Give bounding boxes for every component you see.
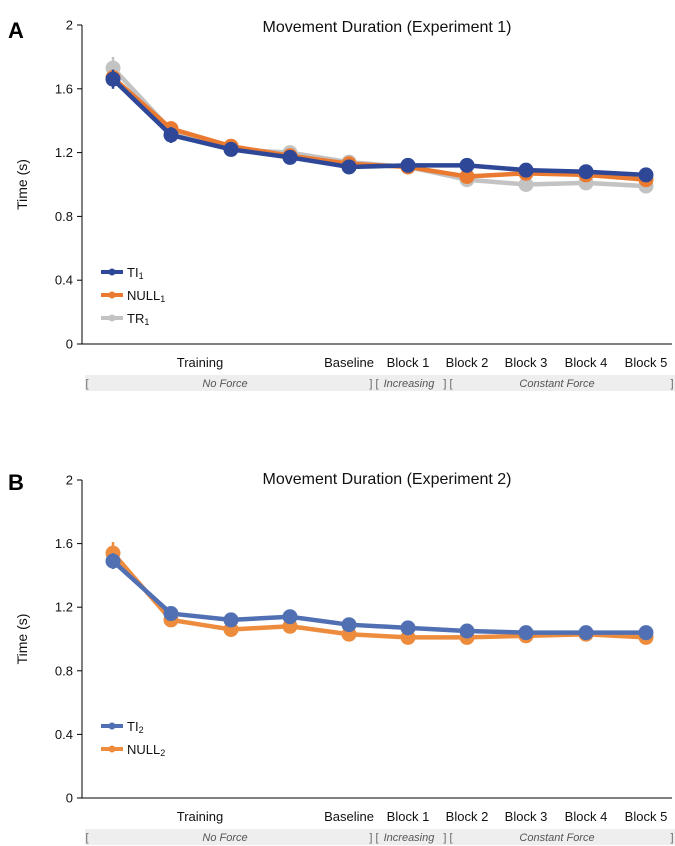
legend-item: TI2 <box>101 719 144 735</box>
y-tick-label: 1.2 <box>55 145 73 160</box>
x-tick-label: Block 2 <box>446 809 489 824</box>
data-point <box>282 609 298 625</box>
condition-constant-force: Constant Force <box>519 378 594 390</box>
chart-title: Movement Duration (Experiment 2) <box>263 471 512 488</box>
x-tick-label: Block 1 <box>387 355 430 370</box>
bracket-separator-2: ] [ <box>443 378 452 390</box>
data-point <box>400 157 416 173</box>
x-tick-label: Block 4 <box>565 355 608 370</box>
chart-panel-b: B Movement Duration (Experiment 2) 0 0.4 0.8… <box>8 470 675 845</box>
condition-no-force: No Force <box>202 378 247 390</box>
legend-label: TI2 <box>127 719 144 735</box>
legend-item: NULL2 <box>101 742 165 758</box>
data-point <box>518 162 534 178</box>
condition-constant-force: Constant Force <box>519 832 594 844</box>
legend-swatch-marker <box>108 291 116 299</box>
panel-label: A <box>8 18 24 43</box>
legend-item: TI1 <box>101 265 144 281</box>
y-tick-label: 0.4 <box>55 727 73 742</box>
y-tick-label: 1.2 <box>55 600 73 615</box>
legend-item: NULL1 <box>101 288 165 304</box>
legend-item: TR1 <box>101 311 149 327</box>
series-line <box>111 77 647 178</box>
y-tick-label: 0.4 <box>55 273 73 288</box>
y-tick-label: 0.8 <box>55 663 73 678</box>
y-axis-label: Time (s) <box>14 614 30 665</box>
legend-label: TR1 <box>127 311 149 327</box>
series-ti1 <box>105 69 654 183</box>
x-tick-label: Block 2 <box>446 355 489 370</box>
data-point <box>223 612 239 628</box>
condition-band <box>85 829 675 845</box>
series-ti2 <box>105 553 654 641</box>
x-tick-label: Block 5 <box>625 355 668 370</box>
data-point <box>578 625 594 641</box>
series-line <box>111 551 647 640</box>
y-tick-label: 2 <box>66 473 73 488</box>
condition-no-force: No Force <box>202 832 247 844</box>
x-tick-label: Block 3 <box>505 809 548 824</box>
x-tick-label: Training <box>177 355 223 370</box>
legend-swatch-marker <box>108 268 116 276</box>
y-tick-label: 1.6 <box>55 536 73 551</box>
x-tick-label: Training <box>177 809 223 824</box>
x-tick-label: Block 1 <box>387 809 430 824</box>
y-tick-label: 2 <box>66 18 73 33</box>
data-point <box>638 625 654 641</box>
condition-increasing: Increasing <box>384 378 436 390</box>
data-point <box>105 71 121 87</box>
data-point <box>459 169 475 185</box>
data-point <box>518 177 534 192</box>
x-tick-label: Baseline <box>324 809 374 824</box>
y-tick-label: 0 <box>66 791 73 806</box>
data-point <box>163 606 179 622</box>
y-tick-label: 0.8 <box>55 209 73 224</box>
y-axis-label: Time (s) <box>14 159 30 210</box>
data-point <box>459 623 475 639</box>
data-point <box>341 159 357 175</box>
y-tick-label: 1.6 <box>55 81 73 96</box>
bracket-right: ] <box>670 378 673 390</box>
bracket-separator-1: ] [ <box>369 832 378 844</box>
data-point <box>459 157 475 173</box>
bracket-left: [ <box>85 832 88 844</box>
data-point <box>638 167 654 183</box>
series-line <box>111 66 647 189</box>
bracket-separator-1: ] [ <box>369 378 378 390</box>
chart-title: Movement Duration (Experiment 1) <box>263 19 512 36</box>
data-point <box>105 553 121 569</box>
data-point <box>341 617 357 633</box>
data-point <box>223 141 239 157</box>
legend-swatch-marker <box>108 722 116 730</box>
condition-band <box>85 375 675 391</box>
legend-label: NULL2 <box>127 742 165 758</box>
series-line <box>111 559 646 635</box>
y-tick-label: 0 <box>66 337 73 352</box>
legend-label: TI1 <box>127 265 144 281</box>
data-point <box>578 164 594 180</box>
data-point <box>518 625 534 641</box>
data-point <box>400 620 416 636</box>
condition-increasing: Increasing <box>384 832 436 844</box>
x-tick-label: Block 5 <box>625 809 668 824</box>
x-tick-label: Block 3 <box>505 355 548 370</box>
series-null2 <box>105 542 654 645</box>
bracket-left: [ <box>85 378 88 390</box>
legend-label: NULL1 <box>127 288 165 304</box>
chart-panel-a: A Movement Duration (Experiment 1) 0 0.4 0.8… <box>8 18 675 391</box>
x-tick-label: Block 4 <box>565 809 608 824</box>
bracket-separator-2: ] [ <box>443 832 452 844</box>
data-point <box>163 127 179 143</box>
panel-label: B <box>8 470 24 495</box>
x-tick-label: Baseline <box>324 355 374 370</box>
legend-swatch-marker <box>108 314 116 322</box>
legend-swatch-marker <box>108 745 116 753</box>
bracket-right: ] <box>670 832 673 844</box>
data-point <box>282 149 298 165</box>
